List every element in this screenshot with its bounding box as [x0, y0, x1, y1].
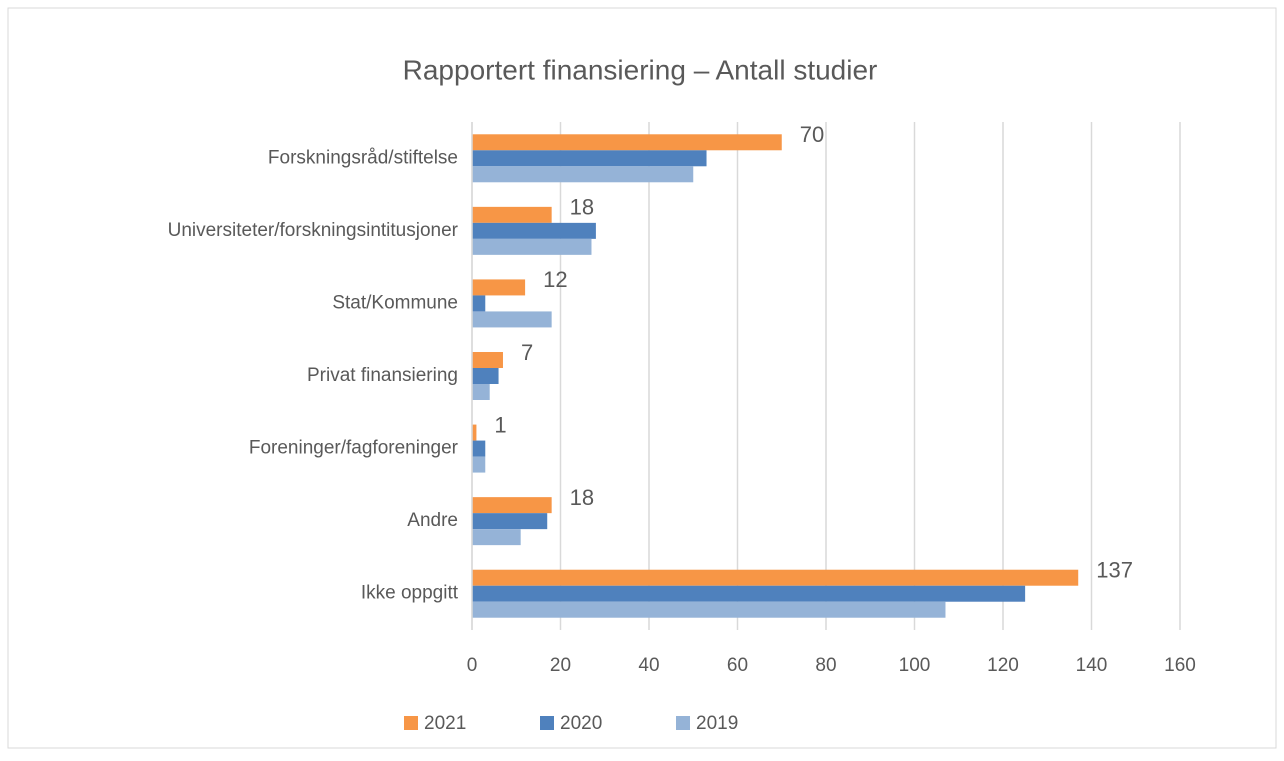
- bar: [472, 585, 1026, 602]
- bar: [472, 295, 486, 312]
- y-tick-label: Foreninger/fagforeninger: [249, 438, 459, 459]
- data-label: 137: [1096, 558, 1133, 583]
- x-tick-label: 120: [987, 655, 1019, 676]
- data-label: 70: [800, 122, 824, 147]
- bar: [472, 440, 486, 457]
- data-label: 1: [494, 412, 506, 437]
- y-tick-label: Stat/Kommune: [332, 292, 458, 313]
- data-label: 18: [570, 195, 594, 220]
- data-label: 12: [543, 267, 567, 292]
- x-tick-label: 100: [899, 655, 931, 676]
- y-tick-label: Ikke oppgitt: [361, 583, 459, 604]
- bar: [472, 424, 477, 441]
- legend-label: 2020: [560, 713, 602, 734]
- bar: [472, 134, 782, 151]
- x-tick-label: 60: [727, 655, 748, 676]
- bar: [472, 222, 596, 239]
- bar: [472, 497, 552, 514]
- legend-swatch: [676, 716, 690, 730]
- data-label: 18: [570, 485, 594, 510]
- legend-swatch: [540, 716, 554, 730]
- y-tick-label: Universiteter/forskningsintitusjoner: [168, 220, 459, 241]
- x-tick-label: 140: [1076, 655, 1108, 676]
- bar: [472, 601, 946, 618]
- x-tick-label: 40: [638, 655, 659, 676]
- y-tick-label: Forskningsråd/stiftelse: [268, 147, 458, 168]
- bar: [472, 513, 548, 530]
- bar: [472, 352, 503, 368]
- bar: [472, 569, 1079, 586]
- bar: [472, 279, 526, 296]
- bar: [472, 456, 486, 473]
- bar: [472, 529, 521, 546]
- chart-title: Rapportert finansiering – Antall studier: [403, 54, 878, 85]
- legend-swatch: [404, 716, 418, 730]
- legend-label: 2021: [424, 713, 466, 734]
- bar: [472, 311, 552, 328]
- bar: [472, 384, 490, 400]
- legend-label: 2019: [696, 713, 738, 734]
- bar: [472, 150, 707, 167]
- bar: [472, 238, 592, 255]
- x-tick-label: 80: [815, 655, 836, 676]
- x-tick-label: 20: [550, 655, 571, 676]
- chart-frame: [7, 7, 1277, 749]
- bar: [472, 206, 552, 223]
- x-tick-label: 160: [1164, 655, 1196, 676]
- bar: [472, 368, 499, 384]
- y-tick-label: Andre: [407, 510, 458, 531]
- data-label: 7: [521, 340, 533, 365]
- y-tick-label: Privat finansiering: [307, 365, 458, 386]
- bar: [472, 166, 694, 183]
- x-tick-label: 0: [467, 655, 478, 676]
